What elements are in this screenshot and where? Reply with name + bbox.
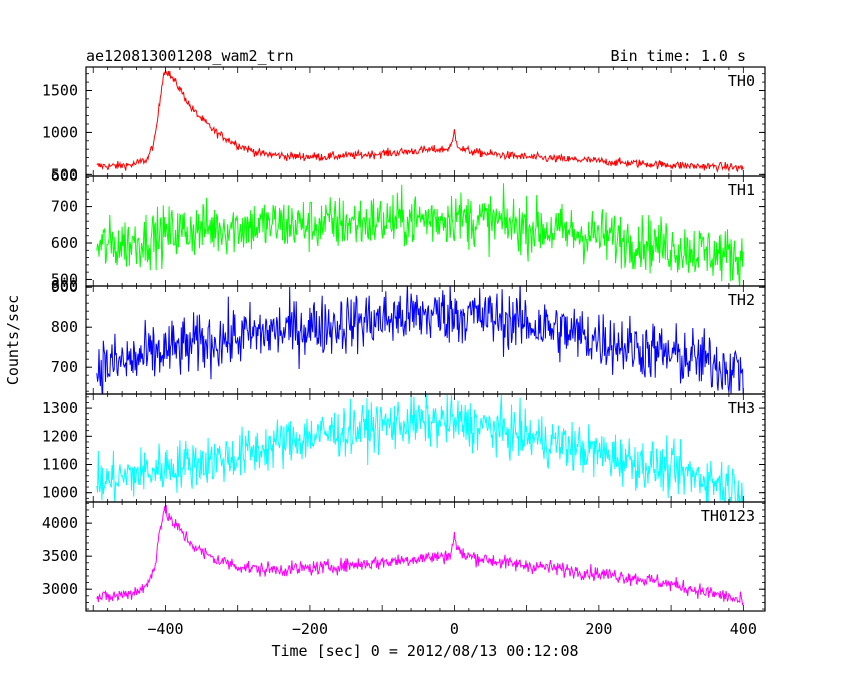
y-tick-label: 1000 — [42, 123, 78, 141]
y-tick-label: 4000 — [42, 514, 78, 532]
x-tick-label: 400 — [730, 620, 757, 638]
panel-frame — [85, 175, 766, 287]
y-axis-label: Counts/sec — [4, 295, 22, 385]
series-line-th0123 — [96, 504, 744, 606]
x-axis-label: Time [sec] 0 = 2012/08/13 00:12:08 — [271, 642, 578, 660]
series-label-th3: TH3 — [728, 399, 755, 417]
series-line-th1 — [96, 183, 744, 286]
y-tick-label: 700 — [51, 198, 78, 216]
series-label-th1: TH1 — [728, 181, 755, 199]
x-tick-label: 0 — [450, 620, 459, 638]
series-line-th2 — [96, 286, 744, 394]
panel-th1: 500 600 700 800 TH1 — [51, 175, 766, 295]
panel-frame — [85, 66, 766, 177]
y-tick-label: 900 — [51, 278, 78, 296]
y-tick-label: 500 — [51, 270, 78, 288]
y-tick-label: 500 — [51, 165, 78, 183]
y-tick-label: 600 — [51, 234, 78, 252]
series-line-th3 — [96, 394, 744, 502]
panel-th3: 1000 1100 1200 1300 TH3 — [42, 393, 766, 503]
y-tick-label: 1300 — [42, 399, 78, 417]
y-tick-label: 3000 — [42, 580, 78, 598]
series-line-th0 — [96, 68, 744, 174]
y-tick-label: 1500 — [42, 81, 78, 99]
panels-group: 50010001500600TH0500600700800TH170080090… — [42, 66, 766, 612]
y-tick-label: 700 — [51, 358, 78, 376]
x-tick-label: −400 — [147, 620, 183, 638]
bin-time-label: Bin time: 1.0 s — [611, 47, 746, 65]
panel-th0123: 3000 3500 4000 TH0123 — [42, 501, 766, 612]
panel-th0: 500 1000 1500 600 TH0 — [42, 66, 766, 185]
y-tick-label: 3500 — [42, 547, 78, 565]
series-label-th2: TH2 — [728, 291, 755, 309]
series-label-th0123: TH0123 — [701, 507, 755, 525]
y-tick-label-overlap: 800 — [51, 277, 78, 295]
y-tick-label: 800 — [51, 318, 78, 336]
x-tick-label: 200 — [585, 620, 612, 638]
y-tick-label: 1100 — [42, 455, 78, 473]
series-label-th0: TH0 — [728, 72, 755, 90]
y-tick-label: 1200 — [42, 427, 78, 445]
x-axis: −400 −200 0 200 400 — [147, 620, 756, 638]
y-tick-label: 1000 — [42, 484, 78, 502]
chart-title: ae120813001208_wam2_trn — [86, 47, 294, 65]
x-tick-label: −200 — [292, 620, 328, 638]
y-tick-label-overlap: 600 — [51, 167, 78, 185]
